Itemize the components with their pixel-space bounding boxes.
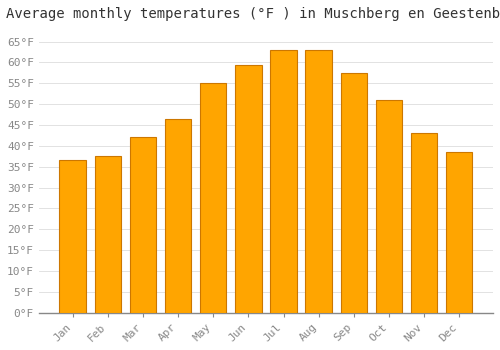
Bar [446, 152, 472, 313]
Bar [60, 160, 86, 313]
Bar [376, 100, 402, 313]
Bar [130, 138, 156, 313]
Bar [235, 64, 262, 313]
Bar [411, 133, 438, 313]
Bar [165, 119, 191, 313]
Bar [270, 50, 296, 313]
Bar [340, 73, 367, 313]
Title: Average monthly temperatures (°F ) in Muschberg en Geestenberg: Average monthly temperatures (°F ) in Mu… [6, 7, 500, 21]
Bar [306, 50, 332, 313]
Bar [200, 83, 226, 313]
Bar [94, 156, 121, 313]
